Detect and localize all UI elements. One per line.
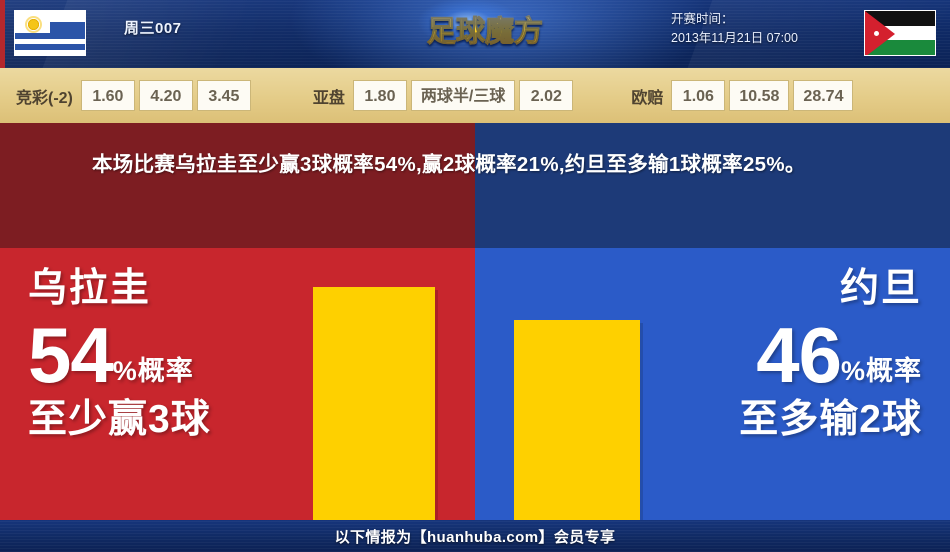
odds-group-label: 亚盘 bbox=[312, 89, 345, 107]
home-percent-value: 54 bbox=[28, 311, 114, 399]
away-result-text: 至多输2球 bbox=[739, 398, 922, 441]
away-percent-row: 46 %概率 bbox=[739, 316, 922, 394]
away-percent-suffix: %概率 bbox=[840, 356, 922, 386]
footer-text: 以下情报为【huanhuba.com】会员专享 bbox=[334, 528, 616, 546]
logo-burst-icon bbox=[406, 0, 566, 68]
footer-bar: 以下情报为【huanhuba.com】会员专享 bbox=[0, 520, 950, 552]
site-logo[interactable]: 足球魔方 bbox=[406, 0, 566, 68]
header-bar: 周三007 足球魔方 开赛时间： 2013年11月21日 07:00 bbox=[0, 0, 950, 68]
star-icon bbox=[874, 31, 879, 36]
away-percent-value: 46 bbox=[756, 311, 842, 399]
away-team-block: 约旦 46 %概率 至多输2球 bbox=[739, 266, 922, 444]
home-result-text: 至少赢3球 bbox=[28, 398, 211, 441]
odds-group-oupei: 欧赔 1.06 10.58 28.74 bbox=[631, 80, 857, 111]
odds-cell[interactable]: 10.58 bbox=[729, 80, 790, 111]
odds-cell[interactable]: 4.20 bbox=[138, 80, 193, 111]
home-percent-suffix: %概率 bbox=[112, 356, 194, 386]
logo-text: 足球魔方 bbox=[424, 15, 546, 49]
odds-cell[interactable]: 28.74 bbox=[793, 80, 854, 111]
odds-cell[interactable]: 1.06 bbox=[671, 80, 726, 111]
away-team-name: 约旦 bbox=[839, 267, 922, 310]
summary-band: 本场比赛乌拉圭至少赢3球概率54%,赢2球概率21%,约旦至多输1球概率25%。 bbox=[0, 123, 950, 248]
home-team-name: 乌拉圭 bbox=[28, 267, 152, 310]
kickoff-value: 2013年11月21日 07:00 bbox=[671, 31, 798, 45]
kickoff-time: 开赛时间： 2013年11月21日 07:00 bbox=[671, 10, 846, 48]
odds-group-label: 欧赔 bbox=[631, 89, 664, 107]
probability-chart: 乌拉圭 54 %概率 至少赢3球 约旦 46 %概率 至多输2球 bbox=[0, 248, 950, 520]
kickoff-label: 开赛时间： bbox=[671, 12, 734, 26]
header-accent-nub bbox=[0, 0, 5, 68]
summary-band-right bbox=[475, 123, 950, 248]
odds-cell[interactable]: 3.45 bbox=[196, 80, 251, 111]
away-probability-bar bbox=[514, 320, 640, 520]
odds-group-jingcai: 竞彩(-2) 1.60 4.20 3.45 bbox=[16, 80, 255, 111]
odds-group-yapan: 亚盘 1.80 两球半/三球 2.02 bbox=[313, 80, 577, 111]
odds-cell[interactable]: 1.80 bbox=[352, 80, 407, 111]
jordan-flag-icon bbox=[864, 10, 936, 56]
summary-text: 本场比赛乌拉圭至少赢3球概率54%,赢2球概率21%,约旦至多输1球概率25%。 bbox=[92, 153, 806, 176]
odds-bar: 竞彩(-2) 1.60 4.20 3.45 亚盘 1.80 两球半/三球 2.0… bbox=[0, 68, 950, 123]
odds-cell[interactable]: 2.02 bbox=[519, 80, 574, 111]
match-number: 周三007 bbox=[124, 20, 182, 37]
uruguay-flag-icon bbox=[14, 10, 86, 56]
home-team-block: 乌拉圭 54 %概率 至少赢3球 bbox=[28, 266, 211, 444]
summary-band-left bbox=[0, 123, 475, 248]
sun-of-may-icon bbox=[27, 18, 40, 31]
home-percent-row: 54 %概率 bbox=[28, 316, 211, 394]
odds-cell[interactable]: 1.60 bbox=[80, 80, 135, 111]
odds-group-label: 竞彩(-2) bbox=[16, 89, 73, 107]
odds-cell[interactable]: 两球半/三球 bbox=[410, 80, 516, 111]
home-probability-bar bbox=[313, 287, 435, 520]
